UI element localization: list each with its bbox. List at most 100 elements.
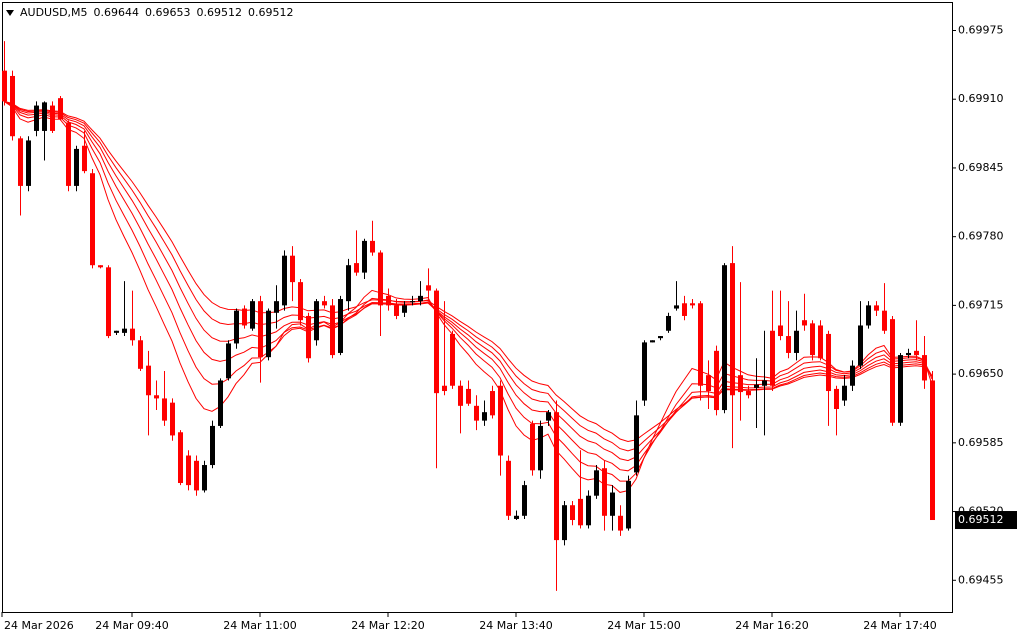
x-tick-label: 24 Mar 11:00	[223, 619, 296, 632]
candle-body	[914, 350, 919, 356]
candle-body	[466, 388, 471, 404]
candle-body	[538, 425, 543, 471]
symbol: AUDUSD,M5	[20, 6, 88, 19]
candle-body	[554, 412, 559, 541]
candle-body	[354, 263, 359, 273]
collapse-icon[interactable]	[6, 10, 14, 16]
candle-body	[226, 343, 231, 379]
candle-body	[754, 384, 759, 388]
candle-body	[258, 301, 263, 358]
x-tick-label: 24 Mar 15:00	[607, 619, 680, 632]
candle-body	[730, 263, 735, 396]
ma-line	[3, 100, 933, 482]
candle-body	[562, 505, 567, 541]
x-tick-label: 24 Mar 13:40	[479, 619, 552, 632]
price-label: 0.69512	[958, 513, 1004, 526]
candle-body	[410, 301, 415, 303]
candle-body	[714, 350, 719, 411]
candle-body	[282, 255, 287, 306]
header: AUDUSD,M5 0.69644 0.69653 0.69512 0.69512	[20, 6, 294, 19]
candle-body	[722, 265, 727, 411]
last-close: 0.69512	[248, 6, 294, 19]
candle-body	[378, 252, 383, 306]
candle-body	[154, 395, 159, 399]
candle-body	[602, 468, 607, 516]
candle-body	[82, 145, 87, 172]
candle-body	[442, 385, 447, 392]
y-tick-label: 0.69845	[958, 161, 1004, 174]
candle-body	[242, 308, 247, 326]
candle-body	[314, 301, 319, 341]
y-tick-label: 0.69585	[958, 436, 1004, 449]
candle-body	[202, 465, 207, 491]
last-high: 0.69653	[145, 6, 191, 19]
candle-body	[370, 240, 375, 253]
candle-body	[786, 336, 791, 353]
candle-body	[658, 336, 663, 339]
candle-body	[666, 315, 671, 331]
x-tick-label: 24 Mar 17:40	[863, 619, 936, 632]
y-tick-label: 0.69455	[958, 573, 1004, 586]
candle-body	[674, 305, 679, 309]
candle-body	[98, 265, 103, 268]
candle-body	[642, 342, 647, 401]
candle-body	[90, 173, 95, 266]
plot-frame	[2, 2, 953, 613]
candle-body	[418, 295, 423, 302]
candle-body	[682, 303, 687, 316]
candle-body	[530, 423, 535, 471]
candle-body	[882, 310, 887, 331]
candle-body	[322, 301, 327, 306]
candle-body	[170, 402, 175, 436]
candle-body	[474, 405, 479, 421]
candle-body	[138, 340, 143, 369]
x-tick-label: 24 Mar 12:20	[351, 619, 424, 632]
candle-body	[522, 485, 527, 516]
candle-body	[210, 425, 215, 466]
candle-body	[394, 305, 399, 316]
ma-line	[3, 100, 933, 472]
candle-body	[514, 515, 519, 519]
candle-body	[26, 140, 31, 186]
candle-body	[490, 391, 495, 416]
candle-body	[482, 412, 487, 421]
candle-body	[842, 385, 847, 401]
candle-body	[698, 303, 703, 386]
y-tick-label: 0.69910	[958, 92, 1004, 105]
candle-body	[186, 455, 191, 486]
candle-body	[330, 305, 335, 356]
candle-body	[834, 388, 839, 409]
candle-body	[434, 290, 439, 394]
candle-body	[386, 295, 391, 306]
ma-line	[3, 100, 933, 452]
candle-body	[578, 498, 583, 526]
candle-body	[274, 301, 279, 313]
candle-body	[794, 330, 799, 353]
ma-line	[3, 100, 933, 443]
candle-body	[826, 333, 831, 392]
ma-line	[3, 100, 933, 493]
candle-body	[586, 495, 591, 526]
candle-body	[346, 265, 351, 302]
candle-body	[178, 432, 183, 484]
price-label-box	[955, 511, 1017, 530]
candle-body	[122, 328, 127, 333]
candle-body	[194, 460, 199, 491]
candle-body	[866, 305, 871, 326]
candle-body	[66, 122, 71, 186]
candle-body	[858, 325, 863, 366]
candle-body	[34, 105, 39, 131]
y-tick-label: 0.69780	[958, 230, 1004, 243]
candle-body	[570, 505, 575, 521]
candle-body	[402, 305, 407, 313]
x-tick-label: 24 Mar 2026	[4, 619, 74, 632]
candle-body	[706, 375, 711, 392]
y-tick-label: 0.69975	[958, 23, 1004, 36]
candle-body	[594, 470, 599, 496]
candle-body	[58, 98, 63, 120]
candle-body	[930, 380, 935, 521]
candle-body	[74, 148, 79, 186]
candle-body	[922, 355, 927, 381]
